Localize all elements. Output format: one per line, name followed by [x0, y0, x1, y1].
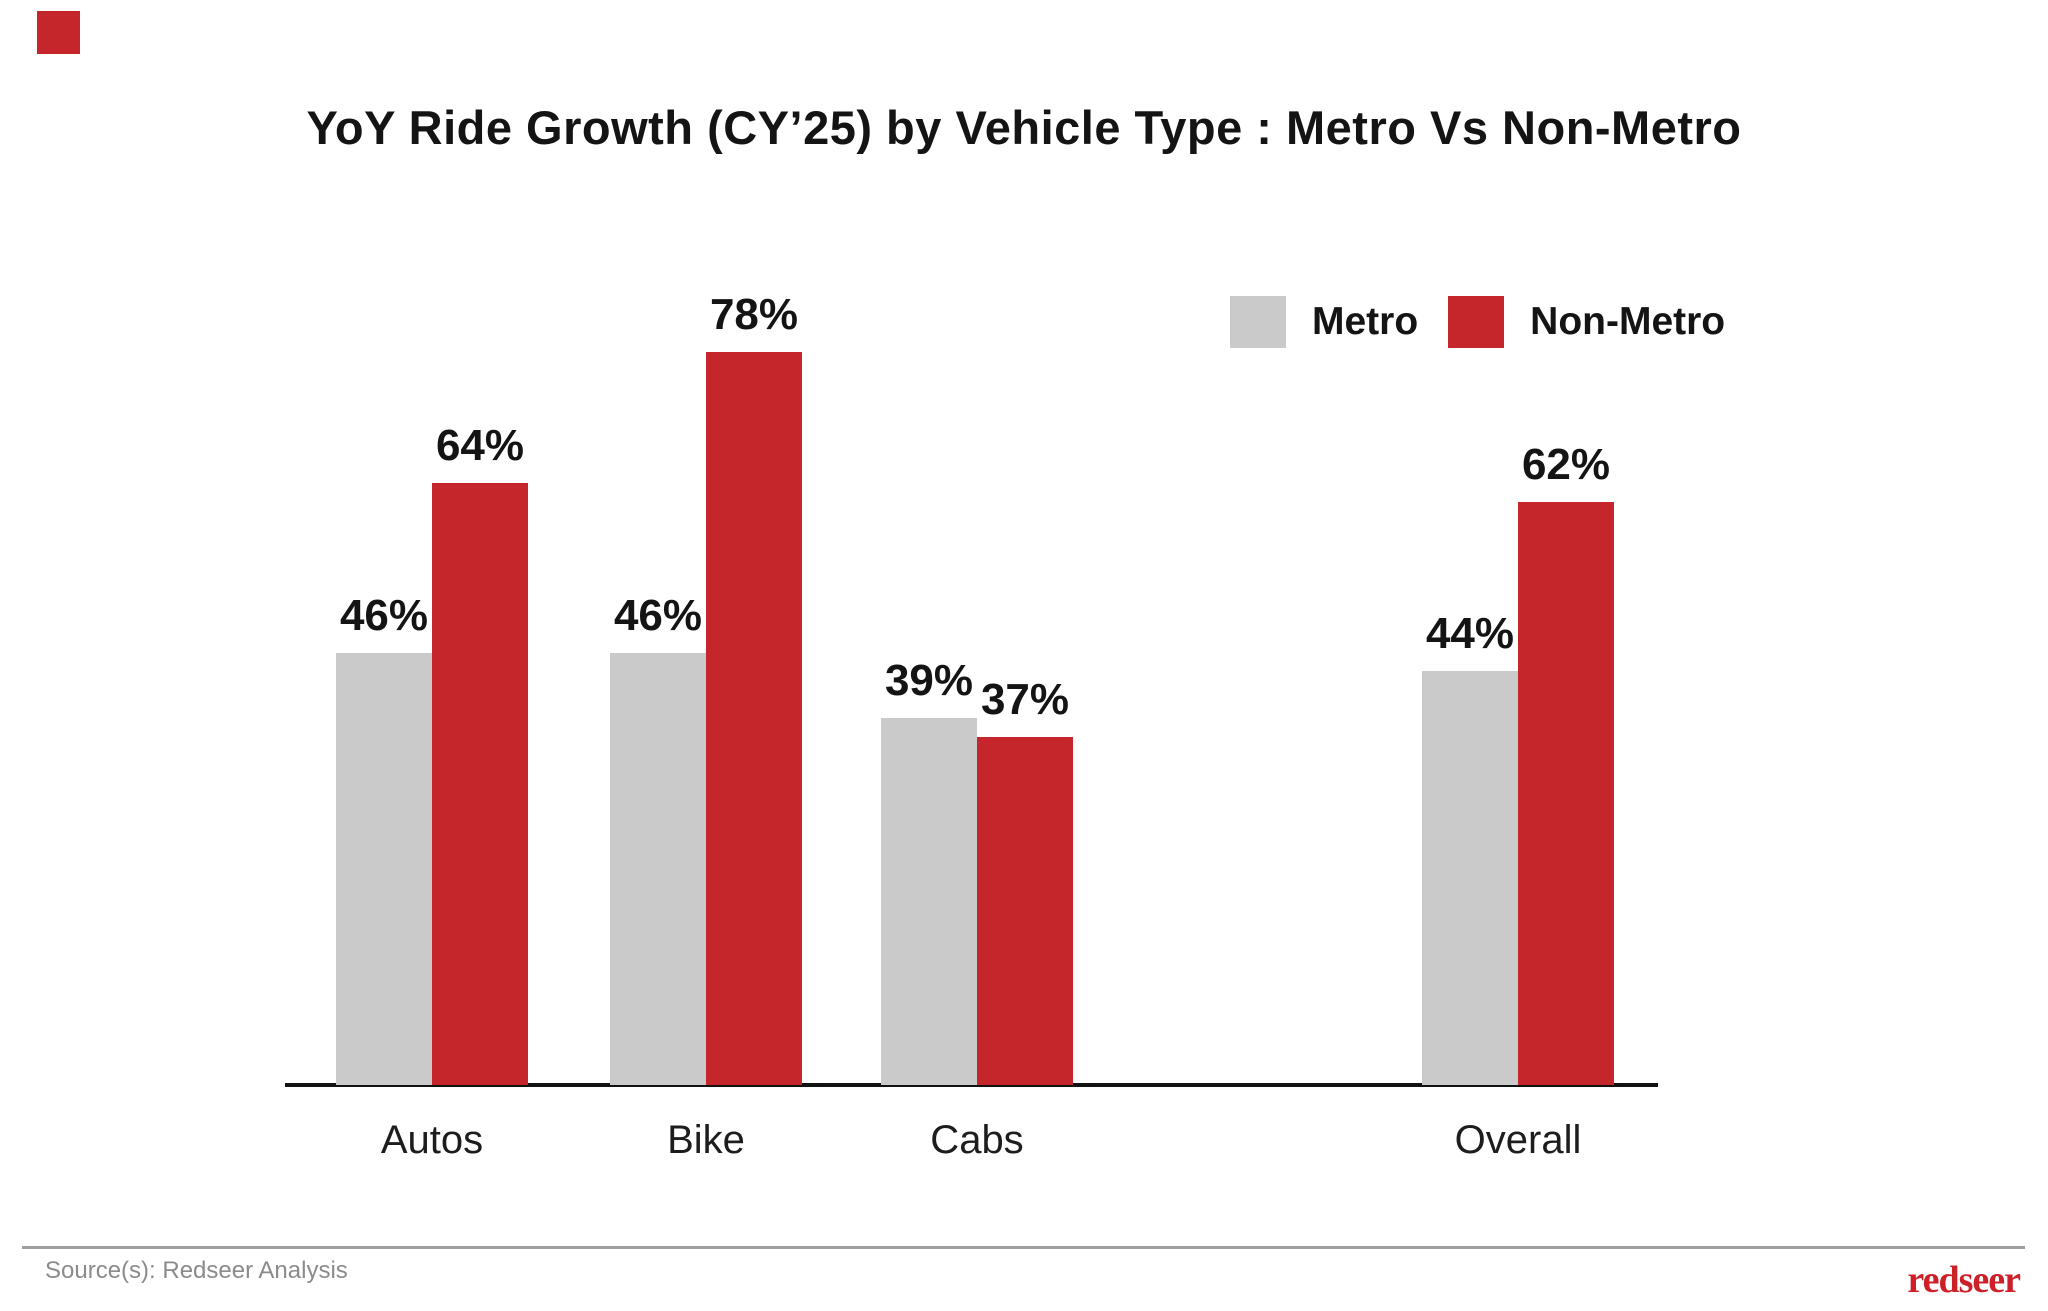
- category-label-bike: Bike: [667, 1118, 745, 1162]
- category-label-autos: Autos: [380, 1118, 484, 1162]
- x-axis-line: [285, 1083, 1658, 1087]
- legend-item-metro: Metro: [1230, 296, 1418, 348]
- bar-non-metro-autos: [432, 483, 528, 1085]
- corner-accent-square: [37, 11, 80, 54]
- value-label-non-metro-bike: 78%: [709, 290, 799, 339]
- legend-label: Non-Metro: [1530, 300, 1726, 343]
- bar-non-metro-overall: [1518, 502, 1614, 1085]
- category-label-cabs: Cabs: [930, 1118, 1024, 1162]
- value-label-non-metro-cabs: 37%: [980, 675, 1070, 724]
- redseer-logo: redseer: [1907, 1259, 2021, 1301]
- legend-swatch-non-metro: [1448, 296, 1505, 348]
- chart-title: YoY Ride Growth (CY’25) by Vehicle Type …: [306, 101, 1742, 154]
- bar-non-metro-bike: [706, 352, 802, 1085]
- bar-metro-overall: [1422, 671, 1518, 1085]
- value-label-non-metro-autos: 64%: [435, 421, 525, 470]
- category-label-overall: Overall: [1454, 1118, 1582, 1162]
- bar-metro-cabs: [881, 718, 977, 1085]
- bar-metro-bike: [610, 653, 706, 1085]
- bar-metro-autos: [336, 653, 432, 1085]
- legend-label: Metro: [1312, 300, 1419, 343]
- source-note: Source(s): Redseer Analysis: [45, 1257, 348, 1284]
- value-label-metro-cabs: 39%: [884, 656, 974, 705]
- value-label-non-metro-overall: 62%: [1521, 440, 1611, 489]
- chart-legend: Metro Non-Metro: [1230, 296, 1725, 348]
- value-label-metro-bike: 46%: [613, 591, 703, 640]
- value-label-metro-overall: 44%: [1425, 609, 1515, 658]
- legend-item-non-metro: Non-Metro: [1448, 296, 1725, 348]
- value-label-metro-autos: 46%: [339, 591, 429, 640]
- footer-divider-line: [22, 1246, 2025, 1249]
- bar-non-metro-cabs: [977, 737, 1073, 1085]
- legend-swatch-metro: [1230, 296, 1286, 348]
